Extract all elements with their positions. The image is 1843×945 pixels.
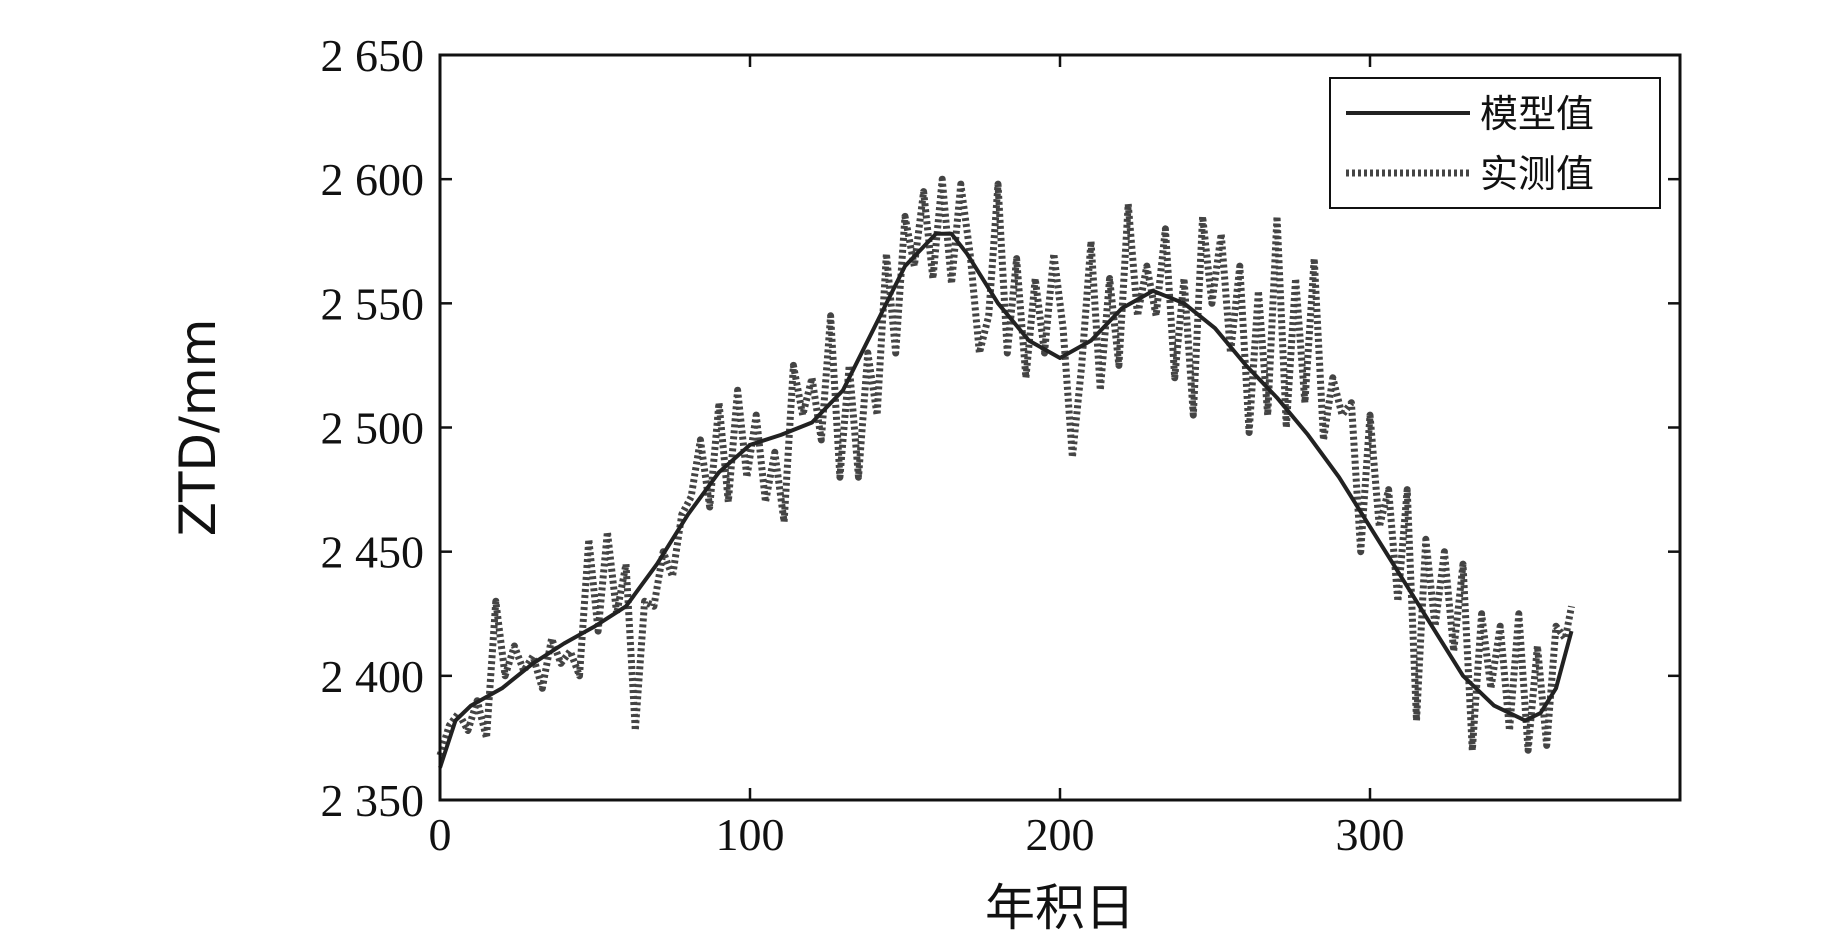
- x-axis: 0 100 200 300: [429, 55, 1405, 860]
- y-axis: 2 350 2 400 2 450 2 500 2 550 2 600 2 650: [321, 30, 1680, 826]
- series-line-measured: [436, 175, 1575, 757]
- legend-box: [1329, 77, 1661, 209]
- legend-label-measured: 实测值: [1480, 152, 1594, 196]
- legend: 模型值 实测值: [1329, 77, 1661, 209]
- y-tick-label: 2 550: [321, 278, 425, 329]
- x-axis-title: 年积日: [985, 879, 1135, 937]
- legend-label-model: 模型值: [1480, 92, 1594, 136]
- x-tick-label: 0: [429, 809, 452, 860]
- series-line-model: [438, 231, 1574, 769]
- y-tick-label: 2 400: [321, 651, 425, 702]
- x-tick-label: 300: [1336, 809, 1405, 860]
- y-axis-title: ZTD/mm: [169, 319, 227, 537]
- y-tick-label: 2 450: [321, 527, 425, 578]
- x-tick-label: 100: [716, 809, 785, 860]
- series-layer: [436, 175, 1575, 769]
- y-tick-label: 2 500: [321, 403, 425, 454]
- x-tick-label: 200: [1026, 809, 1095, 860]
- y-tick-label: 2 350: [321, 775, 425, 826]
- y-tick-label: 2 600: [321, 154, 425, 205]
- y-tick-label: 2 650: [321, 30, 425, 81]
